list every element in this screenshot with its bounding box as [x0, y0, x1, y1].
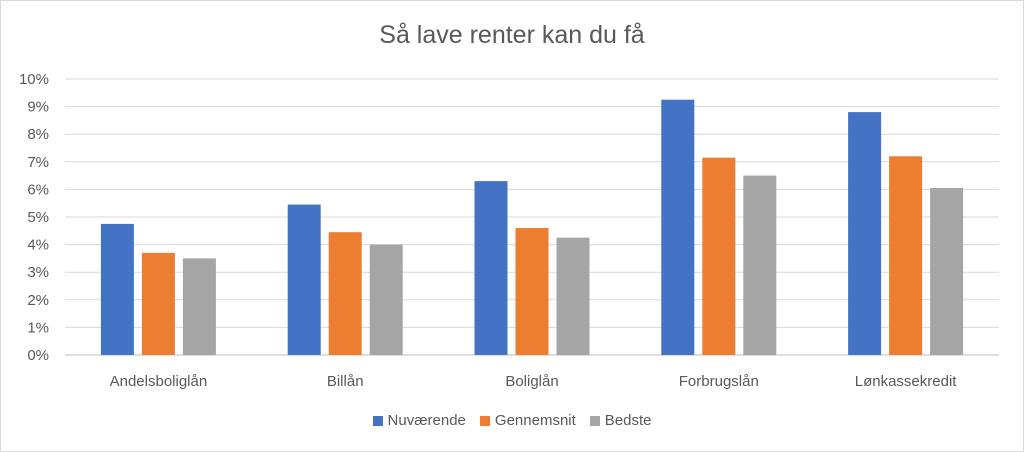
- y-tick-label: 2%: [27, 292, 49, 309]
- x-category-label: Boliglån: [505, 373, 558, 390]
- bar-bedste: [556, 237, 590, 355]
- bar-bedste: [182, 258, 216, 355]
- bar-gennemsnit: [141, 252, 175, 355]
- x-category-label: Billån: [327, 373, 364, 390]
- bar-gennemsnit: [702, 157, 736, 355]
- x-category-label: Forbrugslån: [679, 373, 759, 390]
- y-tick-label: 10%: [19, 71, 49, 88]
- y-tick-label: 0%: [27, 347, 49, 364]
- legend-item: Gennemsnit: [479, 412, 576, 429]
- bar-nuværende: [848, 112, 882, 356]
- chart-title: Så lave renter kan du få: [379, 21, 645, 49]
- y-tick-label: 3%: [27, 264, 49, 281]
- y-tick-label: 1%: [27, 319, 49, 336]
- y-tick-label: 4%: [27, 237, 49, 254]
- legend-item: Nuværende: [372, 412, 466, 429]
- bar-nuværende: [100, 223, 134, 355]
- y-tick-label: 7%: [27, 154, 49, 171]
- bar-bedste: [743, 175, 777, 355]
- y-tick-label: 5%: [27, 209, 49, 226]
- legend-swatch: [589, 415, 600, 426]
- bar-gennemsnit: [515, 228, 549, 355]
- bar-nuværende: [287, 204, 321, 355]
- y-tick-label: 6%: [27, 181, 49, 198]
- y-tick-label: 9%: [27, 99, 49, 116]
- legend-label: Gennemsnit: [494, 412, 576, 429]
- chart-legend: Nuværende Gennemsnit Bedste: [1, 412, 1023, 429]
- legend-label: Bedste: [604, 412, 652, 429]
- legend-swatch: [479, 415, 490, 426]
- bar-gennemsnit: [889, 156, 923, 355]
- legend-swatch: [372, 415, 383, 426]
- bar-bedste: [369, 244, 403, 355]
- bar-gennemsnit: [328, 232, 362, 355]
- legend-label: Nuværende: [387, 412, 466, 429]
- x-category-label: Andelsboliglån: [110, 373, 208, 390]
- x-category-label: Lønkassekredit: [855, 373, 958, 390]
- bar-nuværende: [661, 99, 695, 355]
- bar-nuværende: [474, 181, 508, 355]
- y-tick-label: 8%: [27, 126, 49, 143]
- legend-item: Bedste: [589, 412, 652, 429]
- bar-bedste: [930, 188, 964, 355]
